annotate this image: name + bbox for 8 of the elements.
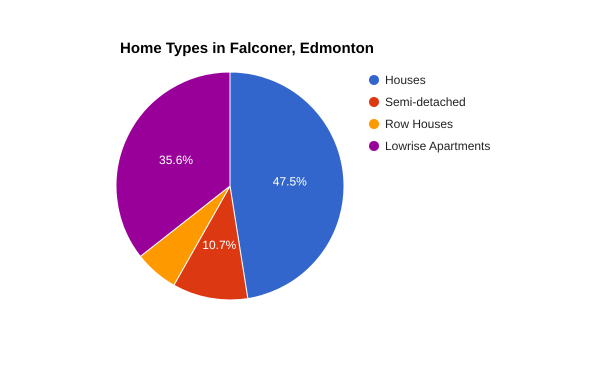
legend-label: Houses [385, 73, 426, 87]
chart-title: Home Types in Falconer, Edmonton [120, 40, 374, 57]
data-label: 47.5% [272, 174, 308, 188]
data-label: 35.6% [159, 152, 194, 167]
data-label: 10.7% [202, 238, 237, 252]
legend-label: Row Houses [385, 117, 454, 131]
legend-label: Semi-detached [385, 95, 466, 109]
legend-label: Lowrise Apartments [385, 139, 490, 153]
